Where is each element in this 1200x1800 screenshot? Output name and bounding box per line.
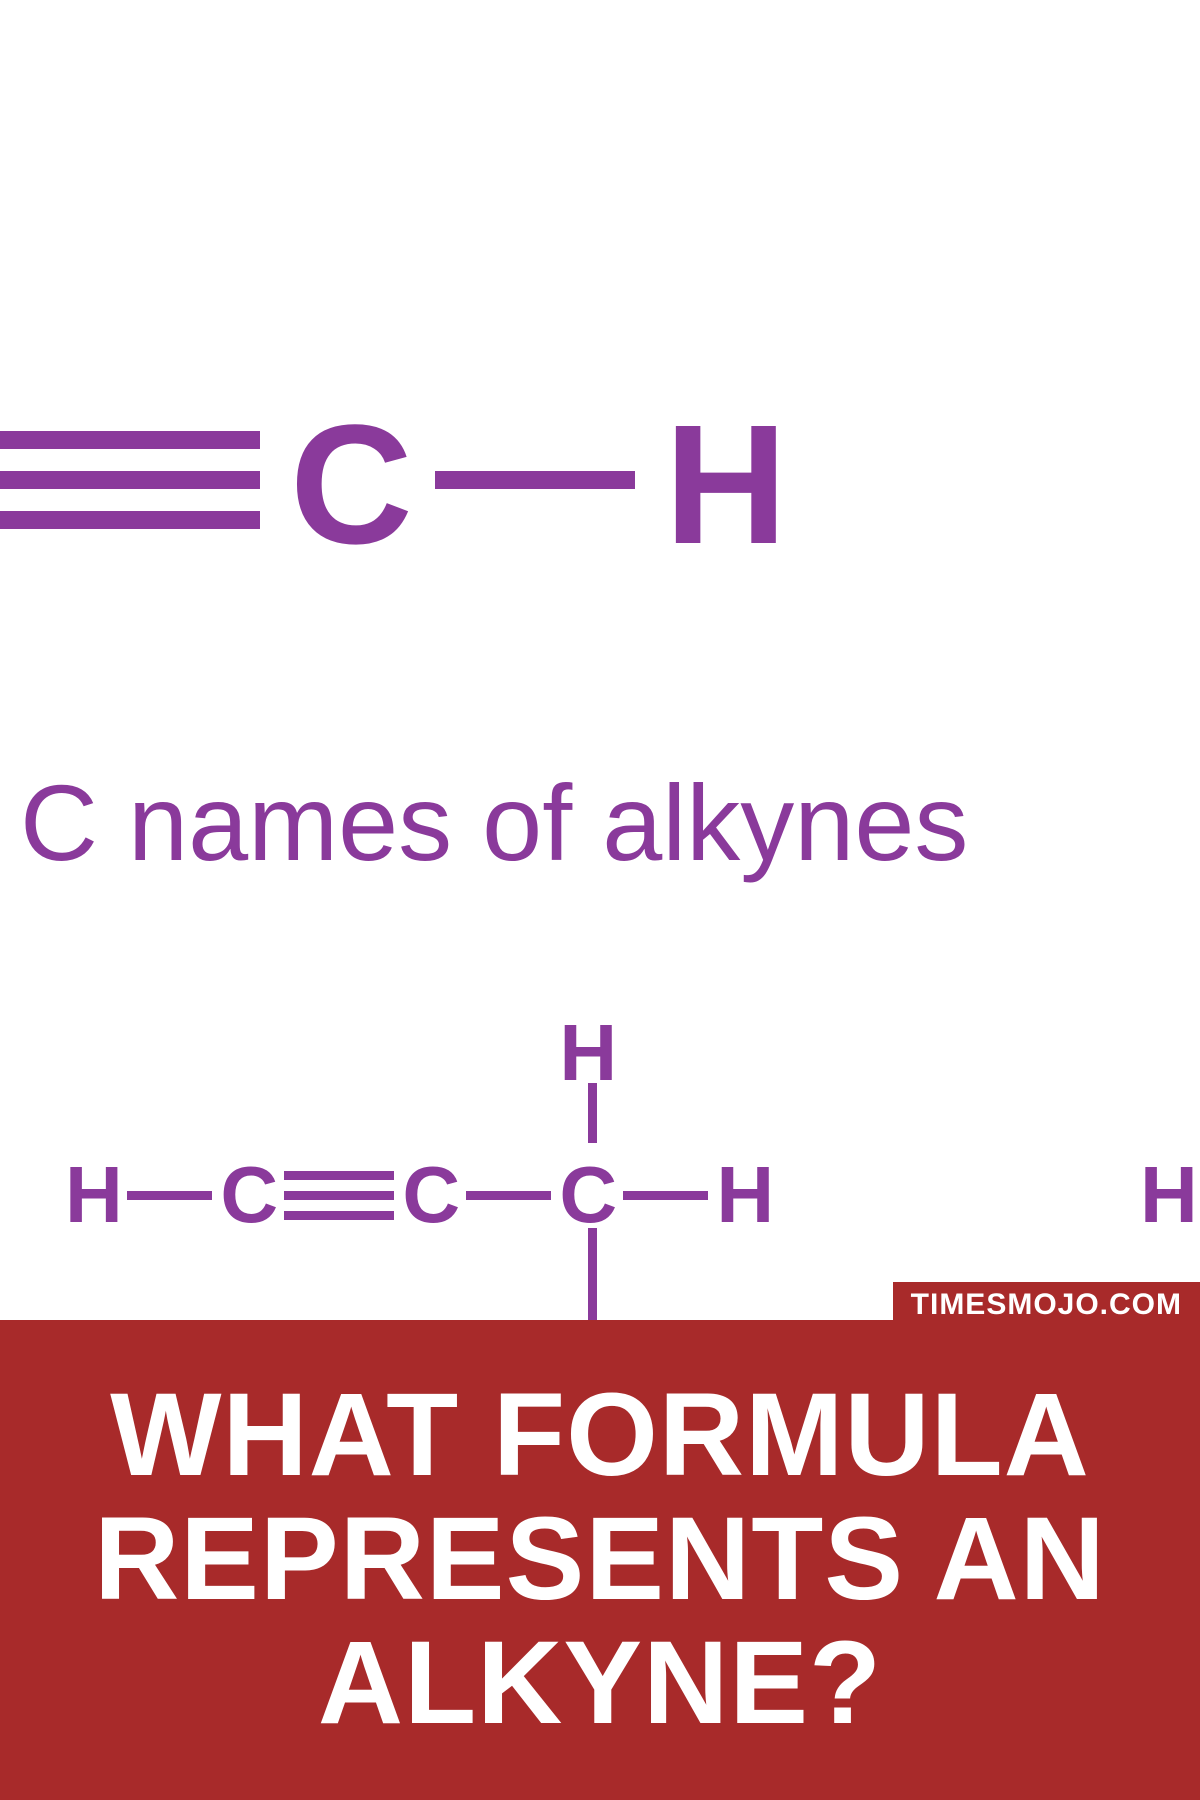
atom-label: C xyxy=(290,387,413,583)
subtitle-text: C names of alkynes xyxy=(0,760,1200,885)
bond xyxy=(127,1191,212,1200)
bond xyxy=(284,1171,394,1180)
bond xyxy=(0,431,260,449)
bond xyxy=(623,1191,708,1200)
atom-label: H xyxy=(1140,1149,1198,1241)
bond xyxy=(284,1191,394,1200)
bottom-formula: HCCCHHH xyxy=(0,970,1200,1310)
atom-label: C xyxy=(402,1149,460,1241)
atom-label: C xyxy=(220,1149,278,1241)
bond xyxy=(466,1191,551,1200)
atom-label: H xyxy=(65,1149,123,1241)
atom-label: H xyxy=(665,387,788,583)
source-badge-text: TIMESMOJO.COM xyxy=(911,1288,1182,1321)
bond xyxy=(0,471,260,489)
atom-label: H xyxy=(716,1149,774,1241)
bond xyxy=(435,471,635,489)
bond xyxy=(0,511,260,529)
title-text: WHAT FORMULA REPRESENTS AN ALKYNE? xyxy=(0,1374,1200,1746)
bond xyxy=(284,1211,394,1220)
top-formula: CH xyxy=(0,380,1200,580)
canvas: CH C names of alkynes HCCCHHH TIMESMOJO.… xyxy=(0,0,1200,1800)
title-band: WHAT FORMULA REPRESENTS AN ALKYNE? xyxy=(0,1320,1200,1800)
atom-label: H xyxy=(559,1007,617,1099)
